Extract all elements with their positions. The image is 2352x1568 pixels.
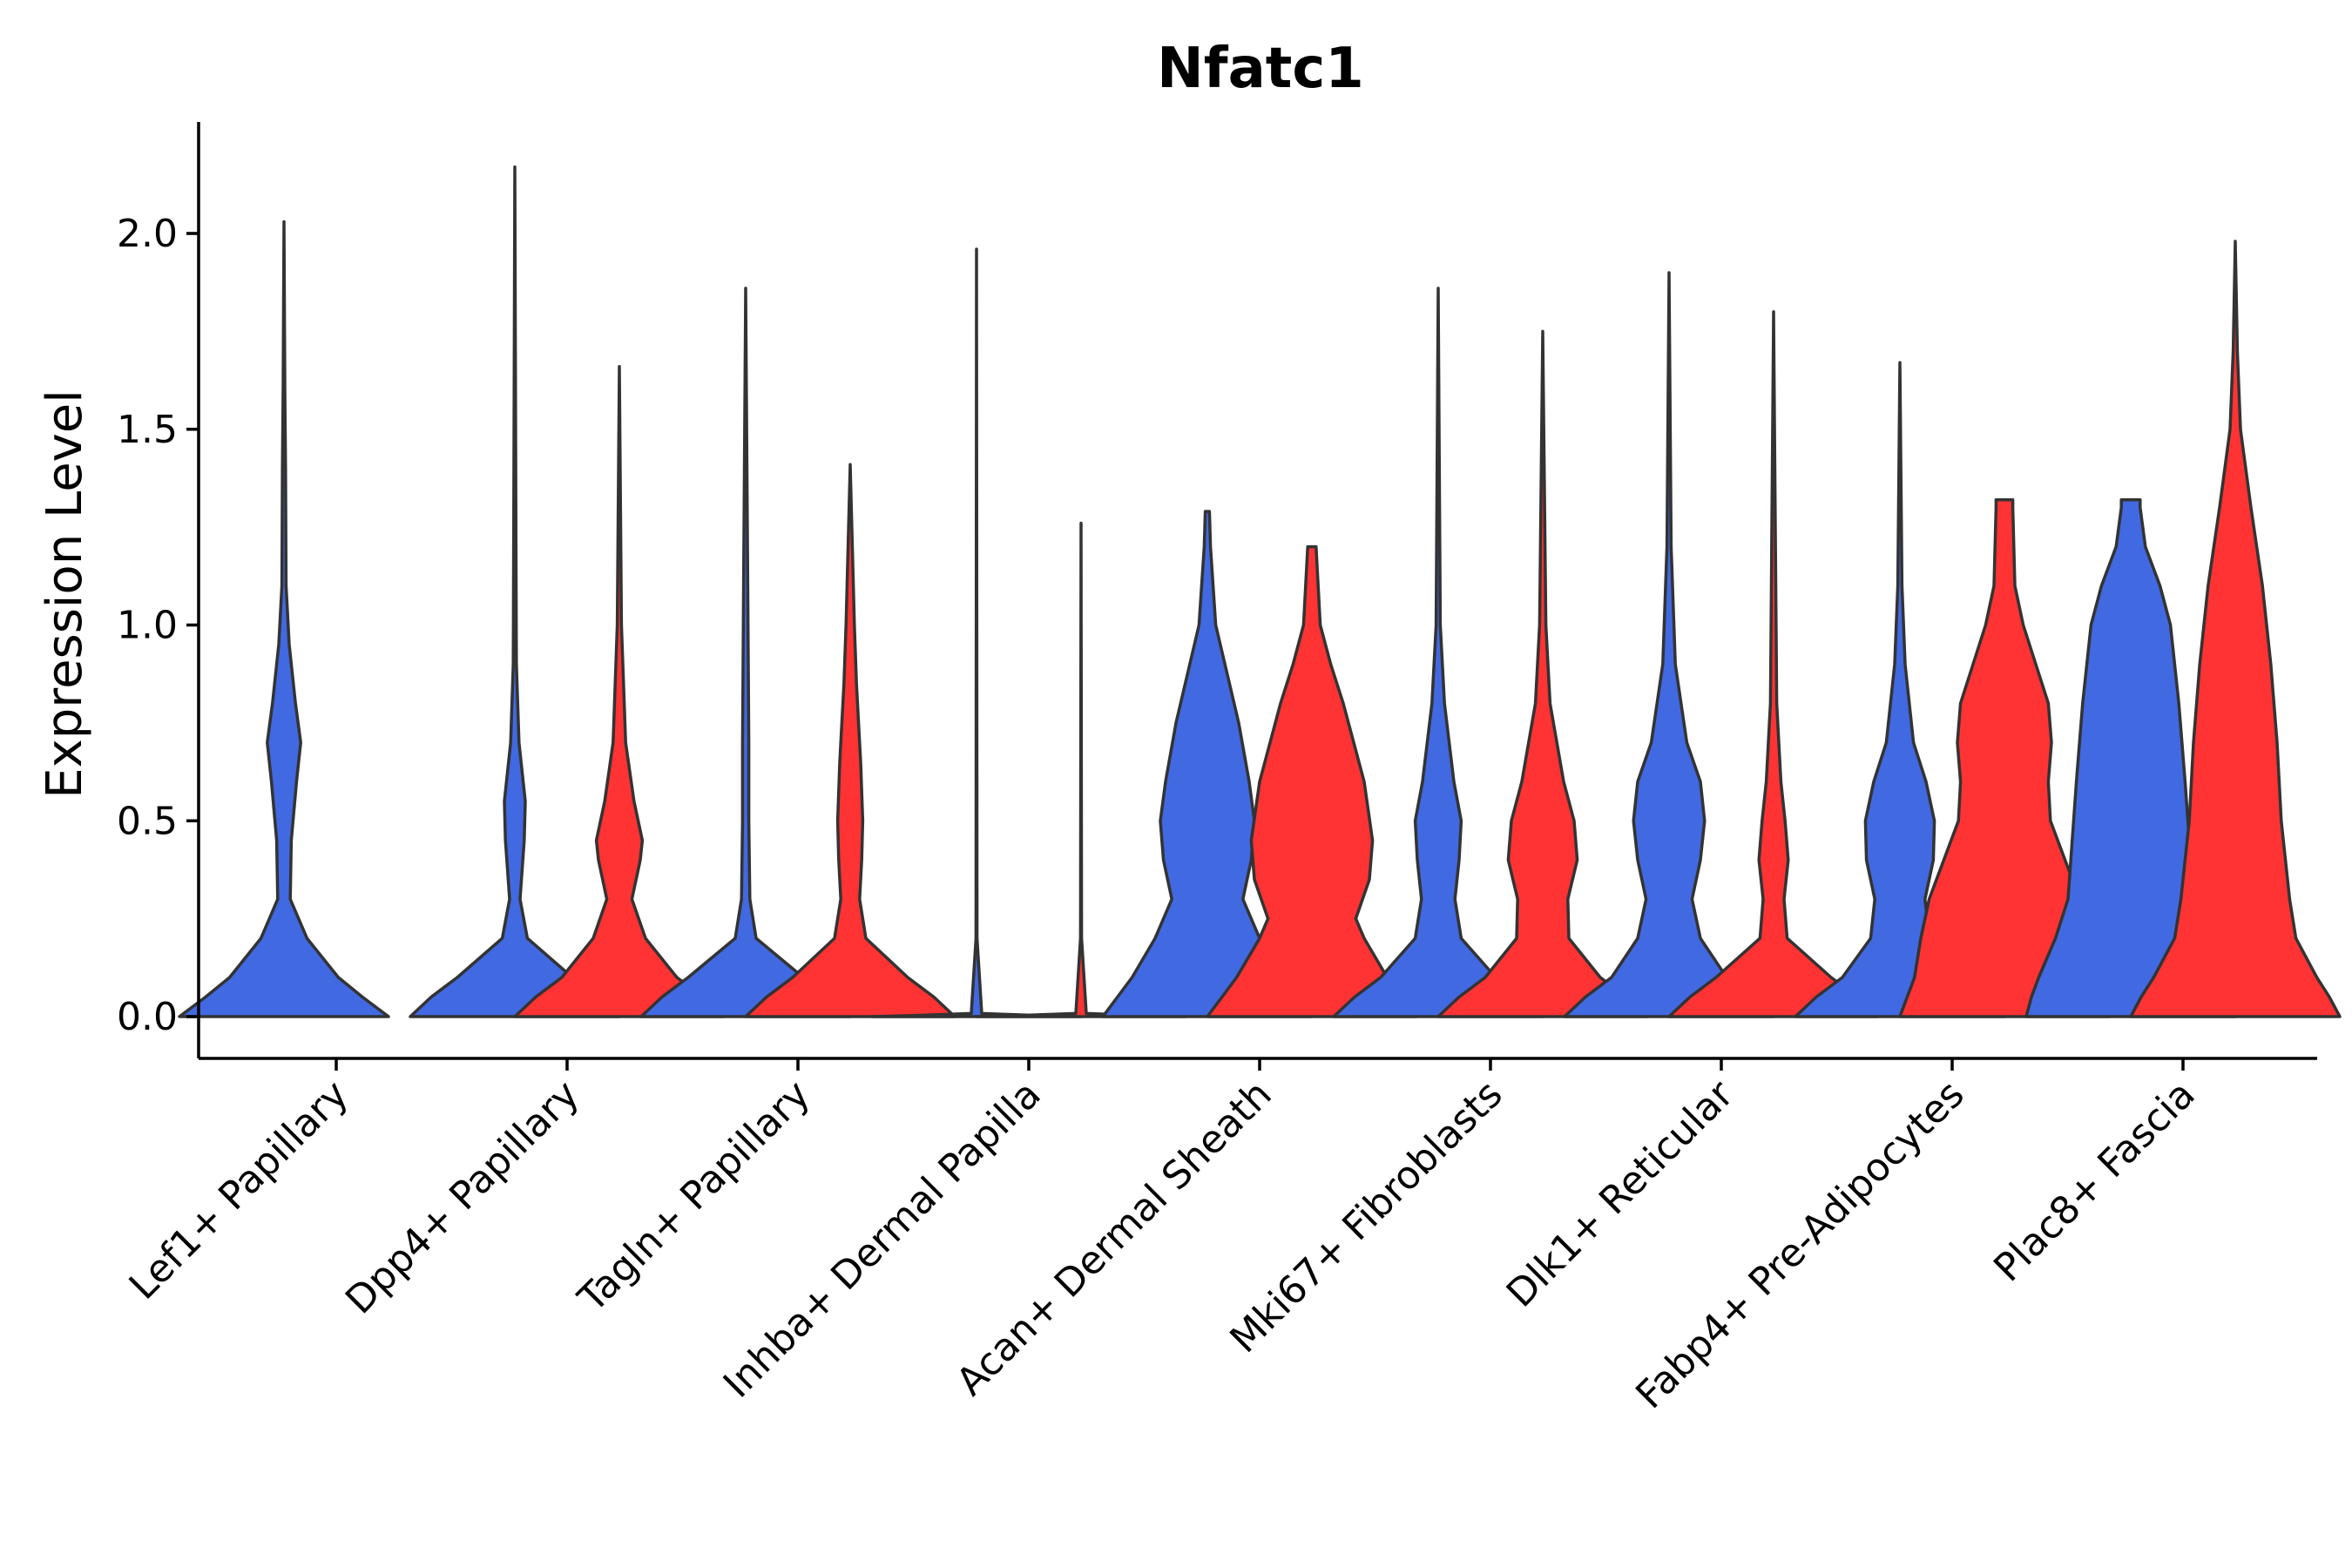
y-axis-label: Expression Level [37, 389, 93, 799]
axes [197, 122, 2317, 1060]
violin-red-dlk1-reticular [1667, 310, 1880, 1018]
y-tick-label: 2.0 [117, 212, 178, 256]
x-tick-label: Lef1+ Papillary [121, 1072, 357, 1308]
chart-title: Nfatc1 [1157, 37, 1364, 101]
violin-red-plac8-fascia [2129, 240, 2342, 1018]
y-ticks: 0.0 0.5 1.0 1.5 2.0 [117, 212, 199, 1039]
x-tick-label: Tagln+ Papillary [570, 1072, 819, 1321]
x-tick-label: Dpp4+ Papillary [337, 1072, 588, 1323]
violin-blue-acan-dermal-sheath [1101, 510, 1314, 1018]
violin-red-mki67-fibroblasts [1436, 329, 1649, 1018]
violin-blue-mki67-fibroblasts [1332, 287, 1544, 1018]
violin-red-dpp4-papillary [513, 365, 726, 1018]
violin-red-fabp4-pre-adipocytes [1898, 497, 2111, 1018]
violin-blue-inhba-dermal-papilla [870, 247, 1083, 1018]
violin-blue-lef1-papillary [178, 220, 390, 1018]
violin-blue-tagln-papillary [639, 287, 852, 1018]
y-tick-label: 0.5 [117, 799, 178, 843]
violin-group [178, 165, 2342, 1018]
violin-blue-fabp4-pre-adipocytes [1794, 361, 2006, 1018]
y-tick-label: 0.0 [117, 995, 178, 1039]
violin-blue-dlk1-reticular [1563, 271, 1775, 1018]
violin-red-tagln-papillary [744, 463, 956, 1018]
y-tick-label: 1.0 [117, 604, 178, 648]
y-tick-label: 1.5 [117, 408, 178, 452]
x-tick-label: Dlk1+ Reticular [1498, 1071, 1743, 1316]
violin-blue-dpp4-papillary [409, 165, 621, 1018]
violin-red-acan-dermal-sheath [1206, 544, 1418, 1018]
x-tick-label: Plac8+ Fascia [1985, 1072, 2204, 1291]
